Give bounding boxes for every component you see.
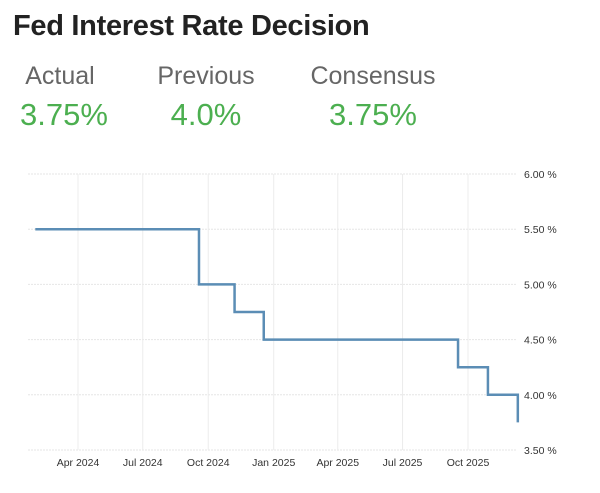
rate-line [35,227,520,423]
stat-consensus: Consensus 3.75% [300,62,446,133]
x-tick-label: Apr 2025 [316,457,359,469]
y-tick-label: 5.50 % [524,224,557,236]
y-tick-label: 5.00 % [524,279,557,291]
stat-value: 3.75% [20,97,108,132]
x-tick-label: Jan 2025 [252,457,295,469]
stat-label: Actual [25,62,95,90]
page-title: Fed Interest Rate Decision [13,10,370,42]
x-tick-label: Jul 2024 [123,457,163,469]
stat-value: 4.0% [170,97,242,132]
stat-label: Consensus [310,62,436,90]
x-tick-label: Apr 2024 [57,457,100,469]
stat-value: 3.75% [329,97,417,132]
y-tick-label: 6.00 % [524,169,557,181]
stat-previous: Previous 4.0% [150,62,262,133]
x-tick-label: Oct 2024 [187,457,230,469]
x-tick-label: Jul 2025 [383,457,423,469]
stat-label: Previous [157,62,255,90]
stat-actual: Actual 3.75% [20,62,108,133]
x-tick-label: Oct 2025 [447,457,490,469]
y-tick-label: 4.50 % [524,335,557,347]
y-tick-label: 4.00 % [524,390,557,402]
y-tick-label: 3.50 % [524,445,557,457]
